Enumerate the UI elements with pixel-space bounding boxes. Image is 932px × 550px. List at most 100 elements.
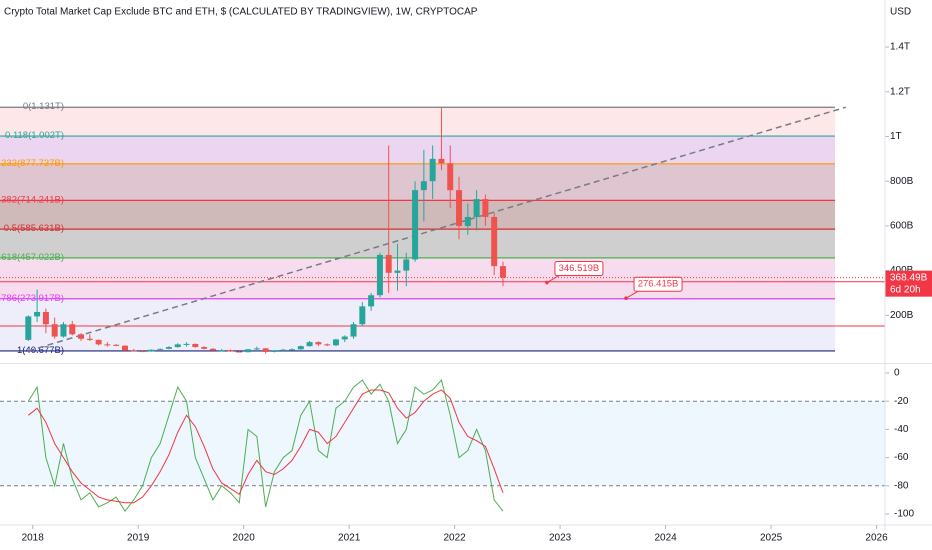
x-tick-label: 2022 <box>444 533 467 544</box>
callout-label: 346.519B <box>559 263 600 274</box>
candle-body <box>104 344 111 346</box>
candle-body <box>297 346 304 350</box>
currency: USD <box>890 7 911 18</box>
candle-body <box>385 254 392 273</box>
callout-pointer <box>625 290 639 299</box>
fib-band <box>0 257 835 299</box>
y-tick-label: 600B <box>890 221 914 232</box>
candle-body <box>271 350 278 352</box>
x-tick-label: 2019 <box>127 533 150 544</box>
callout-box <box>633 276 683 292</box>
candle-body <box>491 216 498 267</box>
candle-body <box>25 316 32 340</box>
candle-body <box>429 158 436 182</box>
candle-body <box>359 306 366 325</box>
fib-label: 0(1.131T) <box>23 101 64 112</box>
candle-body <box>165 347 172 349</box>
candle-body <box>209 348 216 351</box>
x-tick-label: 2026 <box>865 533 888 544</box>
candle-body <box>201 347 208 349</box>
candle-body <box>236 351 243 353</box>
candle-body <box>34 311 41 317</box>
fib-label: 0.786(273.917B) <box>0 293 64 304</box>
y-tick-label: -60 <box>894 452 909 463</box>
candle-body <box>315 342 322 345</box>
y-tick-label: -80 <box>894 480 909 491</box>
candle-body <box>403 259 410 271</box>
y-tick-label: -100 <box>894 509 914 520</box>
fib-label: 1(40.677B) <box>17 345 64 356</box>
x-tick-label: 2020 <box>233 533 256 544</box>
x-tick-label: 2023 <box>549 533 572 544</box>
x-tick-label: 2024 <box>654 533 677 544</box>
y-tick-label: 1T <box>890 131 902 142</box>
x-tick-label: 2021 <box>338 533 361 544</box>
last-price-label: 368.49B <box>890 272 928 283</box>
fib-band <box>0 107 835 137</box>
fib-label: 0.232(877.727B) <box>0 158 64 169</box>
candle-body <box>113 344 120 346</box>
countdown-label: 6d 20h <box>890 284 921 295</box>
candle-body <box>245 349 252 353</box>
candle-body <box>447 163 454 191</box>
candle-body <box>412 190 419 260</box>
candle-body <box>183 343 190 345</box>
candle-body <box>121 345 128 351</box>
y-tick-label: -20 <box>894 396 909 407</box>
callout-box <box>554 261 604 277</box>
candle-body <box>78 334 85 339</box>
candle-body <box>139 351 146 353</box>
candle-body <box>86 338 93 340</box>
callout-label: 276.415B <box>638 279 679 290</box>
candle-body <box>280 349 287 351</box>
candle-body <box>253 348 260 350</box>
indicator-line <box>27 379 504 513</box>
last-price-tag <box>885 270 932 297</box>
x-tick-label: 2025 <box>760 533 783 544</box>
callout-pointer <box>546 275 560 283</box>
candle-body <box>394 270 401 273</box>
indicator-band <box>0 401 885 486</box>
candle-body <box>464 216 471 226</box>
candle-body <box>456 190 463 226</box>
candle-body <box>42 311 49 325</box>
fib-label: 0.118(1.002T) <box>5 130 64 141</box>
fib-label: 0.618(457.022B) <box>0 252 64 263</box>
candle-body <box>306 342 313 347</box>
candle-body <box>420 181 427 191</box>
fib-label: 0.382(714.241B) <box>0 194 64 205</box>
candle-body <box>174 344 181 348</box>
candle-body <box>262 348 269 352</box>
candle-body <box>192 343 199 348</box>
candle-body <box>376 254 383 296</box>
candle-body <box>218 350 225 352</box>
candle-body <box>438 158 445 164</box>
candle-body <box>368 295 375 307</box>
x-tick-label: 2018 <box>22 533 45 544</box>
y-tick-label: 1.2T <box>890 86 910 97</box>
candle-body <box>289 349 296 351</box>
candle-body <box>499 266 506 278</box>
candle-body <box>95 339 102 345</box>
candle-body <box>332 339 339 346</box>
candle-body <box>60 324 67 337</box>
candle-body <box>482 199 489 217</box>
candle-body <box>157 348 164 350</box>
candle-body <box>324 344 331 346</box>
y-tick-label: 0 <box>894 368 900 379</box>
candle-body <box>227 350 234 352</box>
y-tick-label: -40 <box>894 424 909 435</box>
chart-title: Crypto Total Market Cap Exclude BTC and … <box>4 7 478 18</box>
candle-body <box>51 324 58 337</box>
trend-line <box>28 106 847 352</box>
candle-body <box>473 199 480 217</box>
y-tick-label: 1.4T <box>890 42 910 53</box>
y-tick-label: 800B <box>890 176 914 187</box>
y-tick-label: 200B <box>890 310 914 321</box>
fib-band <box>0 298 835 351</box>
candle-body <box>350 324 357 337</box>
fib-label: 0.5(585.631B) <box>4 223 64 234</box>
candle-body <box>69 324 76 335</box>
